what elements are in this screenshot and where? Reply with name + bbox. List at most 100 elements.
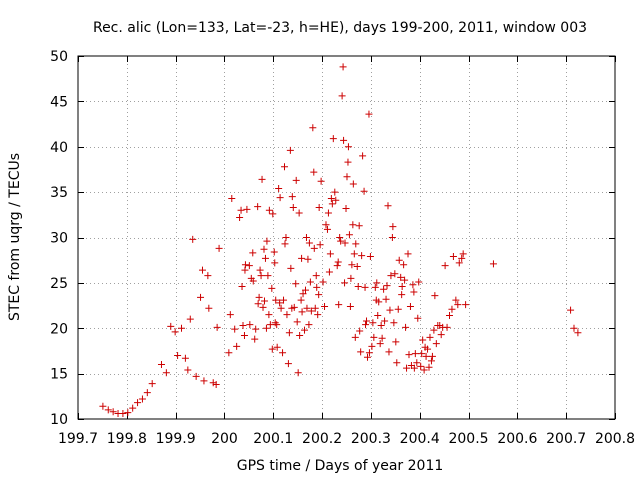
data-point xyxy=(237,206,245,214)
data-point xyxy=(306,278,314,286)
data-point xyxy=(354,283,362,291)
data-point xyxy=(363,317,371,325)
data-point xyxy=(345,231,353,239)
data-point xyxy=(261,254,269,262)
data-point xyxy=(398,291,406,299)
data-point xyxy=(352,240,360,248)
data-point xyxy=(347,274,355,282)
data-point xyxy=(273,343,281,351)
x-tick-label: 199.9 xyxy=(156,431,196,447)
data-point xyxy=(365,110,373,118)
axis-ticks xyxy=(78,56,616,420)
data-point xyxy=(157,361,165,369)
data-point xyxy=(315,291,323,299)
data-point xyxy=(233,342,241,350)
x-tick-label: 200.1 xyxy=(253,431,293,447)
data-point xyxy=(336,234,344,241)
data-point xyxy=(167,322,175,330)
data-point xyxy=(292,176,300,184)
data-point xyxy=(228,194,236,202)
data-point xyxy=(279,349,287,357)
data-point xyxy=(192,372,200,380)
x-tick-label: 200.3 xyxy=(351,431,391,447)
grid-lines xyxy=(78,56,615,419)
data-point xyxy=(109,408,117,416)
data-point xyxy=(317,177,325,185)
data-point xyxy=(398,283,406,291)
data-point xyxy=(271,319,279,327)
data-point xyxy=(251,335,259,343)
data-point xyxy=(334,258,342,266)
data-point xyxy=(391,270,399,278)
data-point xyxy=(307,307,315,315)
data-point xyxy=(301,326,309,334)
y-tick-label: 20 xyxy=(50,321,68,337)
data-point xyxy=(174,351,182,359)
data-point xyxy=(181,354,189,362)
data-point xyxy=(198,266,206,274)
data-point xyxy=(393,359,401,367)
data-point xyxy=(143,389,151,397)
data-point xyxy=(413,359,421,367)
data-point xyxy=(315,204,323,212)
x-tick-label: 200.7 xyxy=(546,431,586,447)
data-point xyxy=(333,262,341,270)
data-point xyxy=(304,255,312,263)
data-point xyxy=(340,136,348,144)
data-point xyxy=(327,194,335,202)
data-point xyxy=(415,278,423,286)
data-point xyxy=(325,268,333,276)
data-point xyxy=(272,296,280,304)
data-point xyxy=(310,168,318,176)
data-point xyxy=(259,303,267,311)
data-point xyxy=(276,194,284,202)
data-point xyxy=(417,362,425,370)
y-tick-label: 15 xyxy=(50,367,68,383)
data-point xyxy=(255,293,263,301)
data-point xyxy=(446,312,454,320)
data-point xyxy=(329,135,337,143)
data-point xyxy=(371,283,379,291)
data-point xyxy=(287,264,295,272)
data-point xyxy=(350,250,358,258)
data-point xyxy=(369,319,377,327)
data-point xyxy=(377,322,385,330)
data-point xyxy=(410,288,418,296)
data-point xyxy=(388,234,396,241)
data-point xyxy=(359,152,367,160)
data-point xyxy=(241,261,249,269)
data-point xyxy=(231,325,239,333)
data-point xyxy=(260,245,268,253)
data-point xyxy=(265,311,273,319)
x-tick-label: 200.4 xyxy=(400,431,440,447)
data-point xyxy=(129,404,137,412)
data-point xyxy=(266,321,274,329)
data-point xyxy=(305,321,313,329)
data-point xyxy=(295,209,303,217)
data-point xyxy=(262,324,270,332)
data-point xyxy=(319,278,327,286)
data-point xyxy=(265,206,273,214)
y-tick-label: 45 xyxy=(50,94,68,110)
x-tick-label: 200.8 xyxy=(595,431,635,447)
data-point xyxy=(270,248,278,256)
y-tick-label: 25 xyxy=(50,276,68,292)
data-point xyxy=(353,263,361,271)
data-point xyxy=(387,272,395,280)
y-tick-label: 30 xyxy=(50,231,68,247)
data-point xyxy=(339,63,347,71)
data-point xyxy=(321,302,329,310)
data-point xyxy=(449,253,457,261)
y-tick-label: 40 xyxy=(50,140,68,156)
data-point xyxy=(436,322,444,330)
data-point xyxy=(570,324,578,332)
data-point xyxy=(177,324,185,332)
data-point xyxy=(394,305,402,313)
data-point xyxy=(349,221,357,229)
data-point xyxy=(215,244,223,252)
data-point xyxy=(443,323,451,331)
data-point xyxy=(574,329,582,337)
data-point xyxy=(323,225,331,233)
data-point xyxy=(332,196,340,204)
data-point xyxy=(280,296,288,304)
